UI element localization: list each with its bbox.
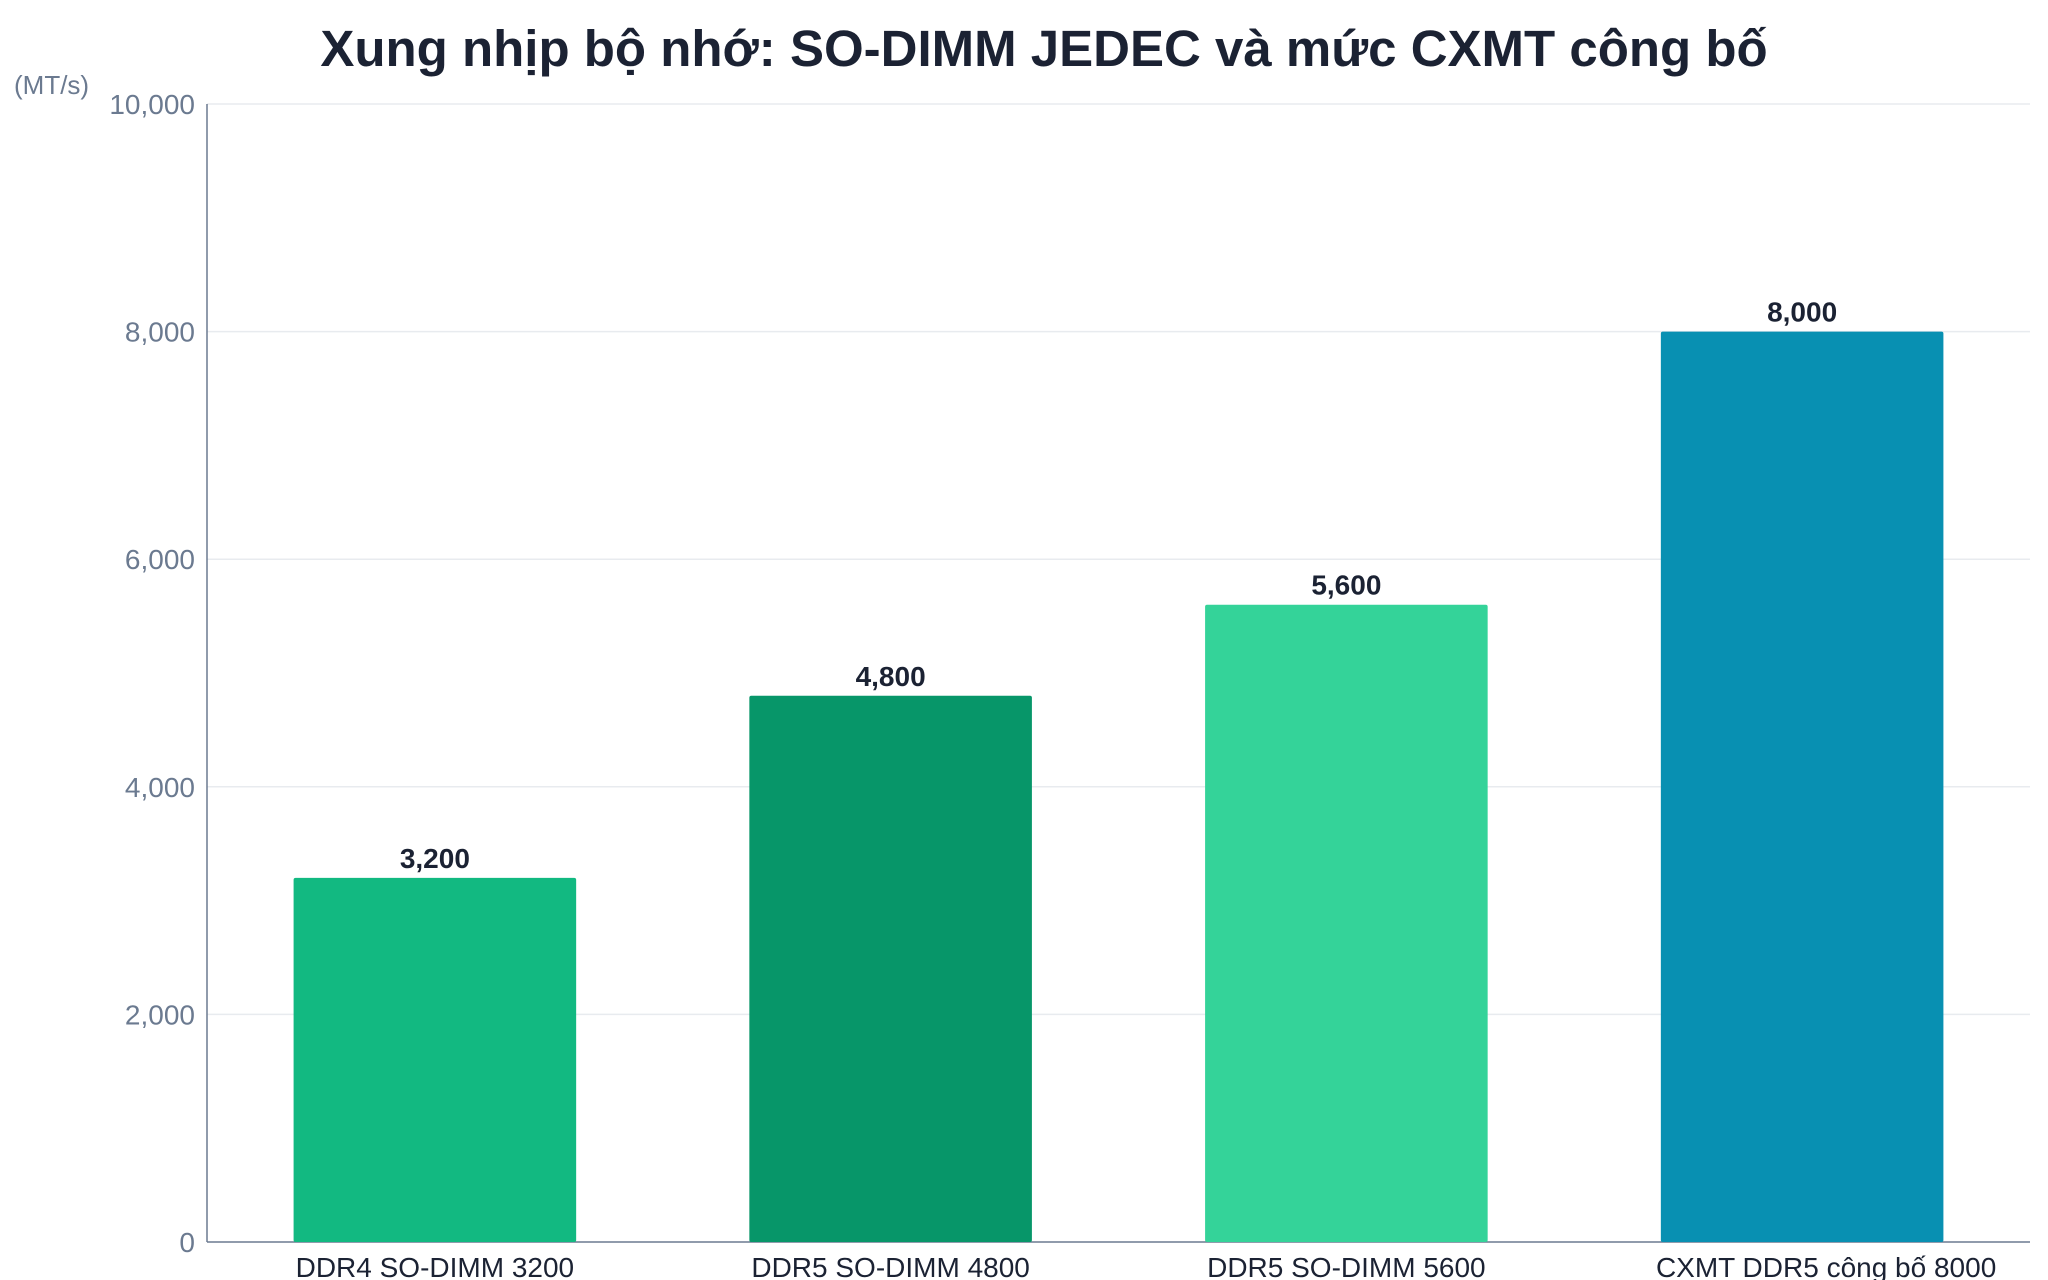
y-tick-labels: 0 2,000 4,000 6,000 8,000 10,000 bbox=[109, 89, 195, 1258]
y-tick-label: 6,000 bbox=[125, 544, 195, 575]
data-labels: 3,200 4,800 5,600 8,000 bbox=[400, 297, 1837, 874]
bar bbox=[1205, 604, 1488, 1242]
y-axis-unit-label: (MT/s) bbox=[14, 70, 89, 100]
chart-title: Xung nhịp bộ nhớ: SO-DIMM JEDEC và mức C… bbox=[320, 20, 1767, 77]
y-tick-label: 4,000 bbox=[125, 772, 195, 803]
bar bbox=[293, 877, 577, 1242]
x-tick-label: DDR5 SO-DIMM 4800 bbox=[751, 1252, 1030, 1280]
y-tick-label: 2,000 bbox=[125, 999, 195, 1030]
x-tick-label: DDR4 SO-DIMM 3200 bbox=[296, 1252, 575, 1280]
data-label: 4,800 bbox=[856, 661, 926, 692]
data-label: 5,600 bbox=[1311, 570, 1381, 601]
x-tick-labels: DDR4 SO-DIMM 3200 DDR5 SO-DIMM 4800 DDR5 S… bbox=[296, 1252, 1997, 1280]
bar bbox=[1660, 331, 1944, 1243]
bars bbox=[293, 331, 1944, 1243]
data-label: 3,200 bbox=[400, 843, 470, 874]
x-tick-label: DDR5 SO-DIMM 5600 bbox=[1207, 1252, 1486, 1280]
x-tick-label: CXMT DDR5 công bố 8000 bbox=[1656, 1252, 1996, 1280]
data-label: 8,000 bbox=[1767, 297, 1837, 328]
y-tick-label: 0 bbox=[179, 1227, 195, 1258]
bar bbox=[749, 695, 1032, 1242]
y-tick-label: 8,000 bbox=[125, 317, 195, 348]
y-tick-label: 10,000 bbox=[109, 89, 195, 120]
